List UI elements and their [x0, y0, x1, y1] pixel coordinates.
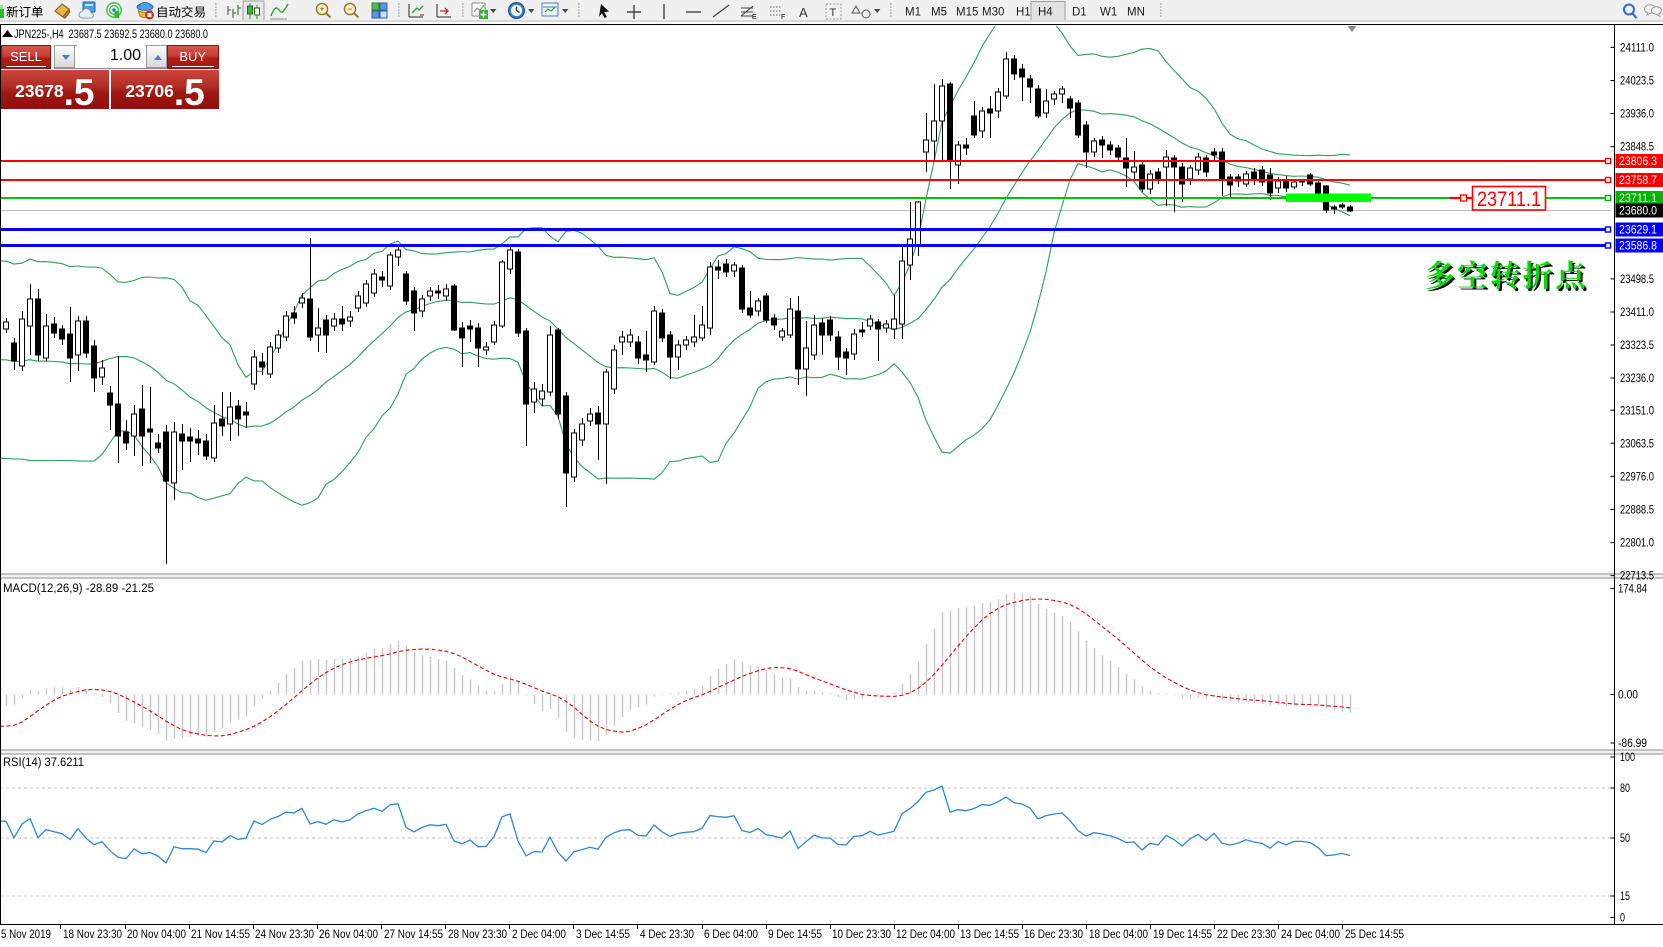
svg-text:M1: M1 — [905, 7, 921, 19]
svg-text:23323.5: 23323.5 — [1620, 340, 1654, 352]
svg-text:23711.1: 23711.1 — [1619, 193, 1657, 205]
svg-text:20 Nov 04:00: 20 Nov 04:00 — [127, 929, 186, 941]
svg-text:H4: H4 — [1038, 7, 1053, 19]
svg-text:23411.0: 23411.0 — [1620, 307, 1654, 319]
svg-text:-86.99: -86.99 — [1618, 738, 1647, 750]
svg-text:23758.7: 23758.7 — [1619, 175, 1657, 187]
svg-text:M30: M30 — [982, 7, 1004, 19]
svg-text:22976.0: 22976.0 — [1620, 471, 1654, 483]
svg-text:23629.1: 23629.1 — [1619, 225, 1657, 237]
svg-text:21 Nov 14:55: 21 Nov 14:55 — [191, 929, 250, 941]
svg-text:23806.3: 23806.3 — [1619, 156, 1657, 168]
svg-text:28 Nov 23:30: 28 Nov 23:30 — [448, 929, 507, 941]
svg-text:15: 15 — [1620, 891, 1630, 903]
svg-text:174.84: 174.84 — [1618, 584, 1647, 596]
svg-text:+: + — [319, 4, 324, 14]
svg-text:RSI(14) 37.6211: RSI(14) 37.6211 — [3, 757, 84, 769]
svg-text:23236.0: 23236.0 — [1620, 373, 1654, 385]
svg-text:23711.1: 23711.1 — [1477, 188, 1541, 211]
svg-text:22 Dec 23:30: 22 Dec 23:30 — [1217, 929, 1276, 941]
svg-text:3 Dec 14:55: 3 Dec 14:55 — [576, 929, 630, 941]
svg-text:2 Dec 04:00: 2 Dec 04:00 — [512, 929, 566, 941]
svg-text:MACD(12,26,9) -28.89 -21.25: MACD(12,26,9) -28.89 -21.25 — [3, 583, 154, 595]
svg-text:50: 50 — [1620, 833, 1630, 845]
svg-text:23936.0: 23936.0 — [1620, 109, 1654, 121]
svg-text:12 Dec 04:00: 12 Dec 04:00 — [896, 929, 955, 941]
svg-text:23848.5: 23848.5 — [1620, 142, 1654, 154]
svg-text:4 Dec 23:30: 4 Dec 23:30 — [640, 929, 694, 941]
svg-text:23063.5: 23063.5 — [1620, 438, 1654, 450]
svg-text:23586.8: 23586.8 — [1619, 241, 1657, 253]
svg-text:M5: M5 — [931, 7, 947, 19]
svg-text:6 Dec 04:00: 6 Dec 04:00 — [704, 929, 758, 941]
svg-text:W1: W1 — [1100, 7, 1117, 19]
svg-text:25 Dec 14:55: 25 Dec 14:55 — [1345, 929, 1404, 941]
svg-text:19 Dec 14:55: 19 Dec 14:55 — [1153, 929, 1212, 941]
svg-text:−: − — [347, 4, 352, 14]
svg-text:23151.0: 23151.0 — [1620, 405, 1654, 417]
svg-text:16 Dec 23:30: 16 Dec 23:30 — [1024, 929, 1083, 941]
svg-text:24 Nov 23:30: 24 Nov 23:30 — [255, 929, 314, 941]
svg-text:80: 80 — [1620, 783, 1630, 795]
svg-text:27 Nov 14:55: 27 Nov 14:55 — [384, 929, 443, 941]
svg-text:D1: D1 — [1072, 7, 1087, 19]
svg-text:F: F — [781, 14, 785, 21]
svg-text:24023.5: 24023.5 — [1620, 76, 1654, 88]
svg-text:0.00: 0.00 — [1618, 690, 1638, 702]
svg-text:100: 100 — [1620, 752, 1635, 764]
svg-text:5 Nov 2019: 5 Nov 2019 — [1, 929, 51, 941]
svg-text:26 Nov 04:00: 26 Nov 04:00 — [319, 929, 378, 941]
svg-text:18 Dec 04:00: 18 Dec 04:00 — [1089, 929, 1148, 941]
svg-text:JPN225-,H4 23687.5 23692.5 23: JPN225-,H4 23687.5 23692.5 23680.0 23680… — [14, 29, 208, 41]
svg-text:10 Dec 23:30: 10 Dec 23:30 — [832, 929, 891, 941]
svg-text:23680.0: 23680.0 — [1619, 206, 1657, 218]
svg-text:0: 0 — [1620, 913, 1625, 925]
svg-text:18 Nov 23:30: 18 Nov 23:30 — [63, 929, 122, 941]
svg-text:MN: MN — [1127, 7, 1145, 19]
svg-text:E: E — [752, 14, 757, 21]
svg-text:T: T — [830, 7, 837, 19]
svg-text:9 Dec 14:55: 9 Dec 14:55 — [768, 929, 822, 941]
svg-text:A: A — [799, 5, 808, 20]
svg-text:23498.5: 23498.5 — [1620, 274, 1654, 286]
svg-text:22888.5: 22888.5 — [1620, 505, 1654, 517]
svg-text:22713.5: 22713.5 — [1620, 571, 1654, 583]
svg-text:13 Dec 14:55: 13 Dec 14:55 — [960, 929, 1019, 941]
svg-text:24 Dec 04:00: 24 Dec 04:00 — [1281, 929, 1340, 941]
svg-text:24111.0: 24111.0 — [1620, 42, 1654, 54]
svg-text:H1: H1 — [1016, 7, 1031, 19]
svg-text:22801.0: 22801.0 — [1620, 538, 1654, 550]
svg-text:M15: M15 — [956, 7, 978, 19]
